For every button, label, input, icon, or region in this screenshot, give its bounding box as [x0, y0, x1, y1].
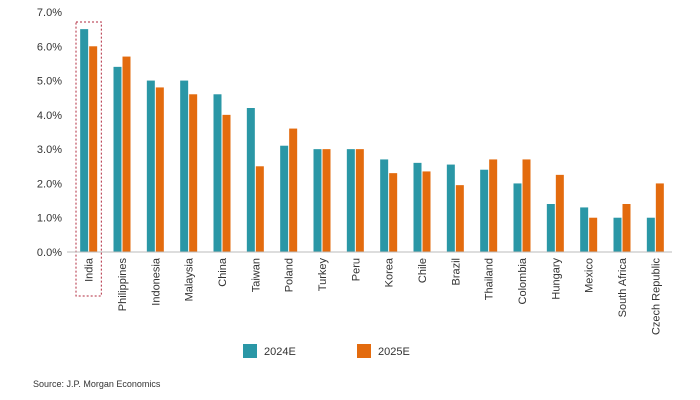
category-label: Korea — [384, 257, 396, 287]
category-label: Mexico — [584, 258, 596, 293]
category-label: Peru — [350, 258, 362, 281]
bar-2024e-turkey — [313, 149, 322, 252]
category-label: Chile — [417, 258, 429, 283]
y-tick-label: 2.0% — [37, 178, 62, 190]
category-label: Thailand — [484, 258, 496, 300]
bar-2025e-south-africa — [622, 204, 631, 252]
bar-2025e-brazil — [455, 185, 464, 252]
bar-2024e-malaysia — [180, 80, 189, 252]
y-tick-label: 6.0% — [37, 41, 62, 53]
y-axis: 0.0% 1.0% 2.0% 3.0% 4.0% 5.0% 6.0% 7.0% — [37, 7, 62, 259]
y-tick-label: 5.0% — [37, 76, 62, 88]
bar-2024e-brazil — [446, 164, 455, 252]
bars — [80, 29, 664, 253]
bar-2025e-colombia — [522, 159, 531, 252]
bar-2025e-turkey — [322, 149, 331, 252]
y-tick-label: 1.0% — [37, 213, 62, 225]
category-label: Poland — [284, 258, 296, 292]
bar-2024e-czech-republic — [646, 217, 655, 252]
bar-2024e-philippines — [113, 66, 122, 252]
category-label: Turkey — [317, 258, 329, 292]
bar-2024e-chile — [413, 162, 422, 252]
category-label: China — [217, 257, 229, 287]
bar-2024e-china — [213, 94, 222, 253]
bar-2025e-hungary — [555, 174, 564, 252]
y-tick-label: 7.0% — [37, 7, 62, 19]
bar-2025e-malaysia — [189, 94, 198, 253]
legend-label: 2025E — [378, 346, 410, 358]
category-label: Colombia — [517, 257, 529, 304]
bar-2024e-peru — [346, 149, 355, 252]
highlight-box-rect — [75, 21, 102, 297]
bar-2024e-south-africa — [613, 217, 622, 252]
bar-2025e-peru — [355, 149, 364, 252]
category-label: Brazil — [450, 258, 462, 286]
bar-2024e-indonesia — [146, 80, 155, 252]
bar-2025e-philippines — [122, 56, 131, 253]
bar-2025e-mexico — [589, 217, 598, 252]
legend-swatch-2025e — [357, 344, 371, 358]
bar-2025e-korea — [389, 173, 398, 252]
bar-2025e-taiwan — [255, 166, 264, 252]
bar-2024e-thailand — [480, 169, 489, 252]
category-label: Taiwan — [250, 258, 262, 292]
bar-2025e-chile — [422, 171, 431, 252]
y-tick-label: 0.0% — [37, 247, 62, 259]
y-tick-label: 3.0% — [37, 144, 62, 156]
bar-2025e-india — [89, 46, 98, 253]
bar-2024e-mexico — [580, 207, 589, 252]
category-label: Indonesia — [150, 257, 162, 306]
bar-2024e-colombia — [513, 183, 522, 252]
bar-2024e-taiwan — [246, 108, 255, 252]
category-label: India — [84, 257, 96, 282]
legend: 2024E 2025E — [243, 344, 410, 358]
category-label: South Africa — [617, 257, 629, 317]
bar-2024e-korea — [380, 159, 389, 252]
bar-2024e-india — [80, 29, 89, 253]
legend-swatch-2024e — [243, 344, 257, 358]
bar-2024e-hungary — [546, 204, 555, 252]
highlight-box — [75, 21, 102, 297]
category-label: Hungary — [550, 258, 562, 300]
category-label: Czech Republic — [650, 258, 662, 336]
bar-2024e-poland — [280, 145, 289, 252]
x-axis: India Philippines Indonesia Malaysia China Ta… — [67, 251, 672, 336]
source-note: Source: J.P. Morgan Economics — [33, 379, 161, 389]
bar-2025e-indonesia — [155, 87, 164, 252]
category-label: Malaysia — [184, 257, 196, 301]
bar-2025e-poland — [289, 128, 298, 252]
bar-2025e-china — [222, 114, 231, 252]
y-tick-label: 4.0% — [37, 110, 62, 122]
category-label: Philippines — [117, 258, 129, 312]
bar-2025e-czech-republic — [655, 183, 664, 252]
bar-2025e-thailand — [489, 159, 498, 252]
legend-label: 2024E — [264, 346, 296, 358]
